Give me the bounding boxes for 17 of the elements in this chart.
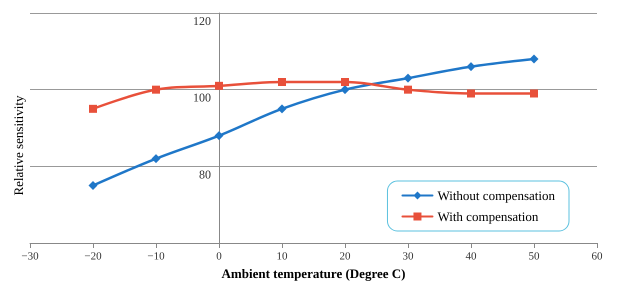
x-tick-label: −30 [21,250,40,262]
y-tick-label: 100 [193,90,211,105]
x-tick-label: 20 [340,250,351,262]
x-tick-label: 50 [528,250,540,262]
x-tick-label: 10 [276,250,288,262]
x-tick-label: −20 [84,250,102,262]
x-tick-label: 60 [592,250,603,262]
x-tick-label: 0 [216,250,222,262]
text: Relative sensitivity [11,94,26,196]
x-axis-title: Ambient temperature (Degree C) [222,266,406,281]
legend-label: Without compensation [437,188,556,203]
x-tick-label: −10 [147,250,166,262]
y-tick-label: 120 [193,14,211,28]
legend-label: With compensation [437,209,539,224]
x-tick-label: 40 [466,250,477,262]
x-tick-label: 30 [402,250,414,262]
y-tick-label: 80 [199,167,211,182]
